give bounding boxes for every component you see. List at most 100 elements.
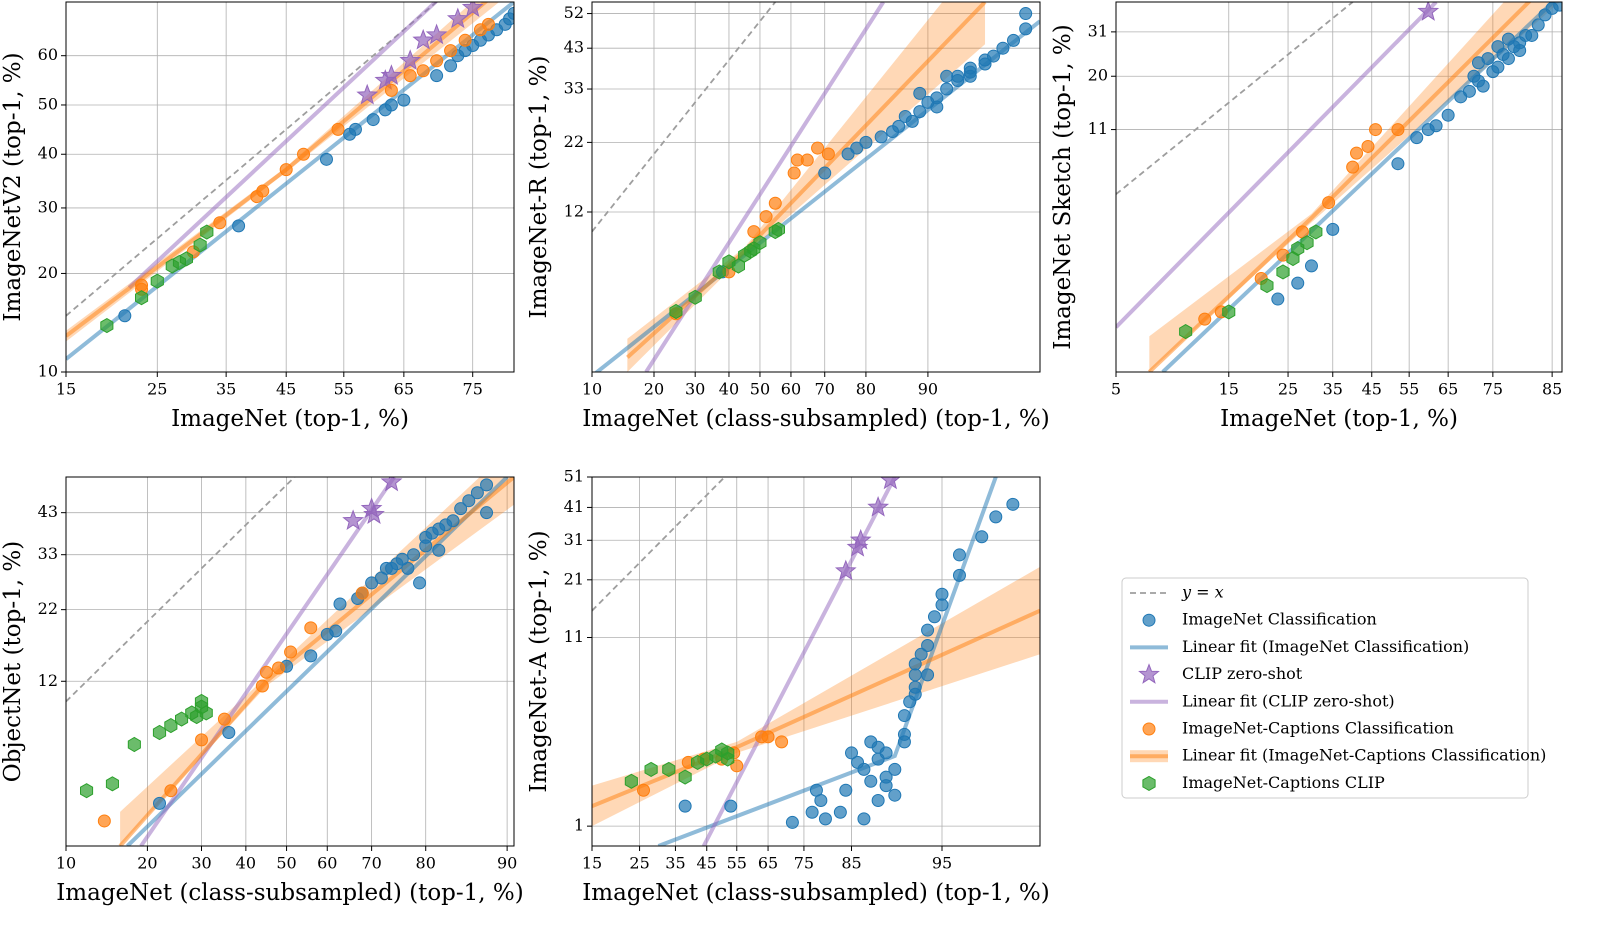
fit-line [1116,2,1438,329]
circle-marker [857,762,871,776]
confidence-band [120,477,514,846]
circle-marker [407,548,421,562]
hexagon-marker [1300,235,1314,251]
star-marker [425,23,448,45]
circle-marker [759,210,773,224]
circle-marker [297,147,311,161]
circle-marker [97,814,111,828]
star-marker [356,83,379,105]
circle-marker [975,530,989,544]
legend-label: CLIP zero-shot [1182,664,1303,683]
x-tick-label: 65 [1438,380,1458,399]
star-marker [1138,663,1160,684]
circle-marker [874,130,888,144]
x-tick-label: 90 [918,380,938,399]
x-tick-label: 20 [137,854,157,873]
circle-marker [927,610,941,624]
circle-marker [996,41,1010,55]
circle-marker [222,726,236,740]
circle-marker [470,486,484,500]
circle-marker [859,135,873,149]
x-tick-label: 35 [216,380,236,399]
y-tick-label: 43 [38,502,58,521]
hexagon-marker [193,237,207,253]
circle-marker [986,49,1000,63]
circle-marker [935,587,949,601]
circle-marker [164,784,178,798]
hexagon-marker [135,290,149,306]
circle-marker [1531,18,1545,32]
circle-marker [384,83,398,97]
y-tick-label: 60 [38,45,58,64]
star-marker [461,2,484,17]
circle-marker [913,105,927,119]
x-tick-label: 60 [781,380,801,399]
circle-marker [444,59,458,73]
y-tick-label: 31 [564,530,584,549]
circle-marker [1142,722,1156,736]
y-tick-label: 12 [564,201,584,220]
circle-marker [1501,32,1515,46]
identity-line [592,477,726,612]
x-tick-label: 45 [697,854,717,873]
x-axis-label: ImageNet (class-subsampled) (top-1, %) [582,406,1050,432]
identity-line [66,2,438,317]
circle-marker [818,166,832,180]
circle-marker [888,788,902,802]
x-axis-label: ImageNet (top-1, %) [1220,406,1458,432]
hexagon-marker [1142,775,1156,791]
legend-label: Linear fit (CLIP zero-shot) [1182,691,1395,710]
circle-marker [256,184,270,198]
circle-marker [940,69,954,83]
x-tick-label: 5 [1111,380,1121,399]
circle-marker [908,657,922,671]
circle-marker [1198,312,1212,326]
y-tick-label: 33 [38,544,58,563]
circle-marker [905,114,919,128]
circle-marker [963,69,977,83]
circle-marker [480,478,494,492]
circle-marker [444,44,458,58]
circle-marker [304,649,318,663]
y-tick-label: 1 [574,816,584,835]
x-tick-label: 75 [463,380,483,399]
hexagon-marker [662,761,676,777]
circle-marker [747,225,761,239]
circle-marker [768,196,782,210]
star-marker [399,49,422,70]
x-tick-label: 65 [758,854,778,873]
y-tick-label: 52 [564,3,584,22]
circle-marker [785,815,799,829]
x-tick-label: 15 [1219,380,1239,399]
legend-label: ImageNet-Captions Classification [1182,719,1454,738]
y-axis-label: ObjectNet (top-1, %) [0,541,26,782]
fit-line [139,477,396,846]
x-tick-label: 30 [685,380,705,399]
x-tick-label: 25 [147,380,167,399]
circle-marker [331,122,345,136]
hexagon-marker [127,736,141,753]
circle-marker [304,621,318,635]
circle-marker [811,141,825,155]
circle-marker [480,506,494,520]
fit-line [127,2,439,290]
legend-box [1121,577,1529,799]
circle-marker [921,668,935,682]
x-tick-label: 50 [750,380,770,399]
y-axis-label: ImageNetV2 (top-1, %) [0,52,26,321]
hexagon-marker [712,264,726,280]
circle-marker [787,166,801,180]
circle-marker [348,122,362,136]
circle-marker [1369,123,1383,137]
x-tick-label: 20 [644,380,664,399]
axes-frame [65,476,515,847]
circle-marker [1322,196,1336,210]
circle-marker [800,153,814,167]
circle-marker [805,805,819,819]
x-tick-label: 70 [815,380,835,399]
x-tick-label: 25 [1278,380,1298,399]
x-tick-label: 10 [582,380,602,399]
circle-marker [416,64,430,78]
